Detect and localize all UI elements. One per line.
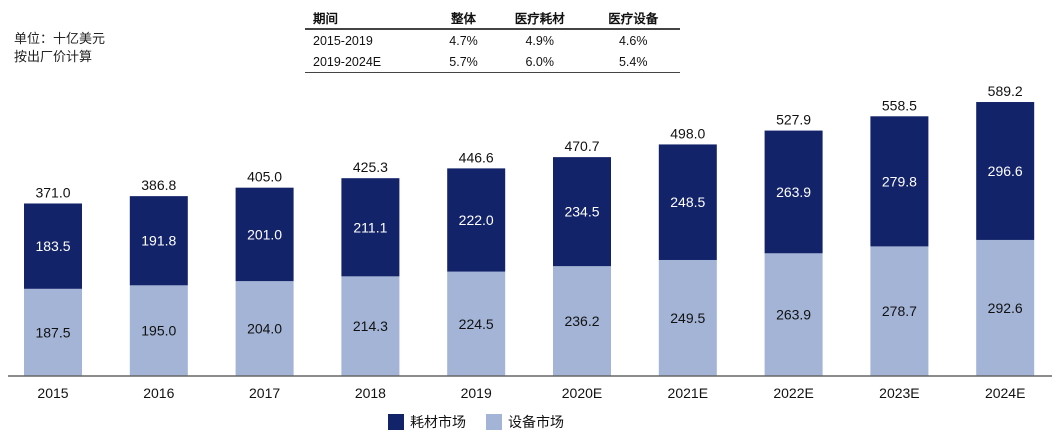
bar-equipment (658, 259, 717, 376)
cell-consumables: 6.0% (492, 51, 587, 73)
x-tick-label: 2022E (773, 385, 813, 401)
data-label-total: 527.9 (776, 112, 811, 128)
x-tick-label: 2016 (143, 385, 174, 401)
data-label-total: 386.8 (141, 177, 176, 193)
data-label-equipment: 236.2 (564, 313, 599, 329)
legend-item-consumables: 耗材市场 (388, 412, 466, 432)
data-label-total: 470.7 (564, 138, 599, 154)
bar-consumables (976, 102, 1035, 240)
data-label-consumables: 191.8 (141, 233, 176, 249)
data-label-total: 498.0 (670, 125, 705, 141)
cagr-table-header-row: 期间 整体 医疗耗材 医疗设备 (305, 6, 680, 30)
header-equipment: 医疗设备 (586, 6, 680, 30)
bar-consumables (24, 203, 82, 289)
data-label-total: 425.3 (353, 159, 388, 175)
data-label-equipment: 224.5 (459, 316, 494, 332)
data-label-equipment: 292.6 (988, 300, 1023, 316)
price-basis-label: 按出厂价计算 (14, 49, 93, 64)
header-consumables: 医疗耗材 (492, 6, 587, 30)
bar-consumables (341, 178, 400, 277)
bar-consumables (129, 196, 188, 286)
data-label-equipment: 214.3 (353, 318, 388, 334)
bar-equipment (976, 239, 1035, 376)
data-label-equipment: 204.0 (247, 321, 282, 337)
bar-consumables (447, 168, 506, 272)
data-label-equipment: 278.7 (882, 303, 917, 319)
bar-consumables (870, 116, 929, 247)
legend-label-consumables: 耗材市场 (410, 414, 466, 430)
data-label-total: 446.6 (459, 149, 494, 165)
bar-equipment (870, 246, 929, 376)
cagr-table: 期间 整体 医疗耗材 医疗设备 2015-2019 4.7% 4.9% 4.6%… (305, 6, 680, 73)
legend: 耗材市场 设备市场 (388, 412, 584, 432)
bar-consumables (235, 187, 294, 282)
cell-period: 2019-2024E (305, 51, 435, 73)
x-tick-label: 2015 (37, 385, 68, 401)
bar-equipment (553, 266, 611, 376)
header-period: 期间 (305, 6, 435, 30)
data-label-equipment: 263.9 (776, 307, 811, 323)
bar-consumables (764, 130, 823, 254)
cell-equipment: 4.6% (618, 33, 648, 48)
data-label-total: 558.5 (882, 97, 917, 113)
bar-consumables (658, 144, 717, 260)
data-label-consumables: 234.5 (564, 204, 599, 220)
data-label-consumables: 248.5 (670, 194, 705, 210)
table-row: 2019-2024E 5.7% 6.0% 5.4% (305, 51, 680, 73)
legend-label-equipment: 设备市场 (508, 414, 564, 430)
data-label-consumables: 296.6 (988, 163, 1023, 179)
data-label-consumables: 201.0 (247, 226, 282, 242)
data-label-total: 371.0 (35, 184, 70, 200)
x-tick-label: 2021E (668, 385, 708, 401)
data-label-consumables: 222.0 (459, 212, 494, 228)
data-label-consumables: 211.1 (353, 219, 387, 235)
unit-label: 单位：十亿美元 (14, 31, 106, 46)
bar-equipment (24, 288, 82, 376)
x-tick-label: 2019 (461, 385, 492, 401)
bar-consumables (553, 157, 611, 267)
bar-equipment (341, 276, 400, 376)
data-label-total: 405.0 (247, 169, 282, 185)
cell-period: 2015-2019 (313, 33, 373, 48)
x-tick-label: 2020E (562, 385, 602, 401)
legend-swatch-consumables (388, 414, 404, 430)
data-label-equipment: 249.5 (670, 310, 705, 326)
data-label-consumables: 183.5 (35, 238, 70, 254)
unit-note: 单位：十亿美元 按出厂价计算 (14, 30, 105, 66)
bar-equipment (764, 253, 823, 376)
legend-item-equipment: 设备市场 (486, 412, 564, 432)
data-label-equipment: 187.5 (35, 324, 70, 340)
bar-equipment (447, 271, 506, 376)
cell-consumables: 4.9% (525, 33, 554, 48)
cell-overall: 4.7% (449, 33, 478, 48)
x-tick-label: 2018 (355, 385, 386, 401)
data-label-consumables: 279.8 (882, 173, 917, 189)
x-tick-label: 2023E (879, 385, 919, 401)
table-row: 2015-2019 4.7% 4.9% 4.6% (305, 29, 680, 51)
header-overall: 整体 (434, 6, 493, 30)
data-label-equipment: 195.0 (141, 323, 176, 339)
legend-swatch-equipment (486, 414, 502, 430)
x-tick-label: 2017 (249, 385, 280, 401)
cell-equipment: 5.4% (586, 51, 680, 73)
x-tick-label: 2024E (985, 385, 1025, 401)
bar-equipment (129, 285, 188, 376)
bar-equipment (235, 281, 294, 376)
cell-overall: 5.7% (434, 51, 493, 73)
data-label-consumables: 263.9 (776, 184, 811, 200)
data-label-total: 589.2 (988, 83, 1023, 99)
